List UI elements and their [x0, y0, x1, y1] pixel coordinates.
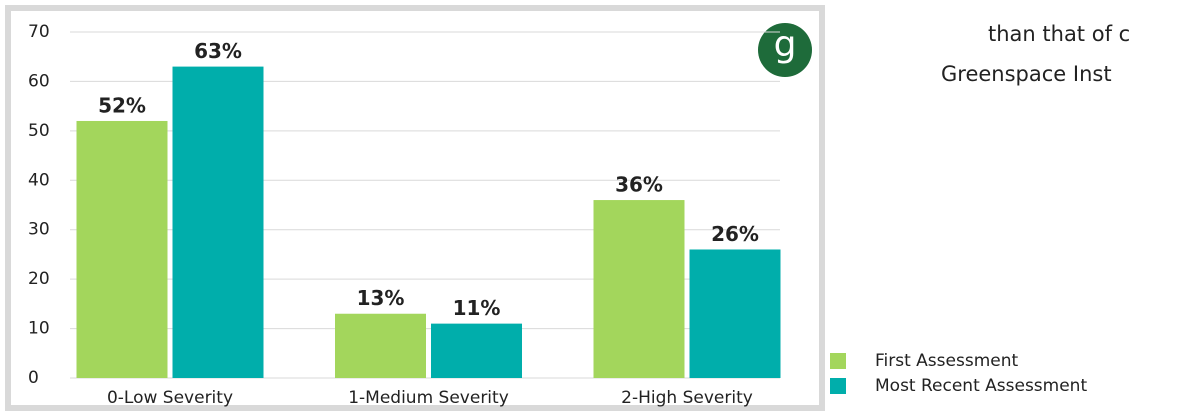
bar	[689, 249, 781, 378]
value-label: 63%	[194, 39, 242, 63]
legend-label: First Assessment	[875, 351, 1018, 371]
y-tick-label: 30	[28, 220, 50, 240]
bar	[431, 323, 522, 378]
legend-swatch	[830, 353, 846, 369]
value-label: 52%	[98, 93, 146, 117]
x-tick-label: 1-Medium Severity	[348, 388, 509, 408]
y-tick-label: 0	[28, 368, 39, 388]
y-tick-label: 40	[28, 170, 50, 190]
x-tick-label: 0-Low Severity	[107, 388, 233, 408]
side-text: Greenspace Inst	[941, 62, 1112, 86]
y-tick-label: 10	[28, 319, 50, 339]
y-tick-label: 60	[28, 71, 50, 91]
bar	[76, 120, 168, 378]
y-tick-label: 70	[28, 22, 50, 42]
bar	[593, 200, 685, 378]
y-tick-label: 20	[28, 269, 50, 289]
bar	[335, 313, 426, 378]
value-label: 26%	[711, 222, 759, 246]
side-text: than that of c	[988, 22, 1130, 46]
value-label: 11%	[453, 296, 501, 320]
legend-swatch	[830, 378, 846, 394]
value-label: 36%	[615, 173, 663, 197]
value-label: 13%	[357, 286, 405, 310]
logo: g	[774, 24, 797, 65]
x-tick-label: 2-High Severity	[621, 388, 753, 408]
y-tick-label: 50	[28, 121, 50, 141]
bar	[172, 66, 264, 378]
logo-circle	[758, 23, 812, 77]
legend-label: Most Recent Assessment	[875, 376, 1087, 396]
